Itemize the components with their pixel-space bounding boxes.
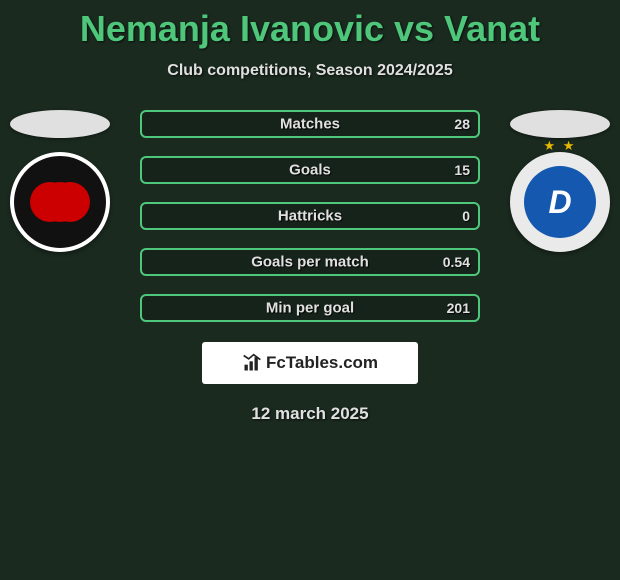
dynamo-stars-icon: ★ ★ xyxy=(510,138,610,154)
stat-value-right: 15 xyxy=(454,162,470,178)
stat-value-right: 0 xyxy=(462,208,470,224)
stat-label: Min per goal xyxy=(266,300,354,317)
stat-value-right: 0.54 xyxy=(443,254,470,270)
stat-value-right: 28 xyxy=(454,116,470,132)
branding-text: FcTables.com xyxy=(266,353,378,373)
report-date: 12 march 2025 xyxy=(0,404,620,424)
zorya-luhansk-badge xyxy=(10,152,110,252)
stat-label: Goals per match xyxy=(251,254,369,271)
stat-label: Matches xyxy=(280,116,340,133)
comparison-area: ★ ★ D Matches 28 Goals 15 Hattricks 0 Go… xyxy=(0,110,620,424)
stat-value-right: 201 xyxy=(447,300,470,316)
dynamo-d-icon: D xyxy=(524,166,596,238)
stat-label: Goals xyxy=(289,162,331,179)
stat-row-goals: Goals 15 xyxy=(140,156,480,184)
bar-chart-icon xyxy=(242,353,262,373)
player-left-slot xyxy=(10,110,110,252)
page-subtitle: Club competitions, Season 2024/2025 xyxy=(0,62,620,80)
stat-label: Hattricks xyxy=(278,208,342,225)
player-left-photo-placeholder xyxy=(10,110,110,138)
dynamo-kyiv-badge: ★ ★ D xyxy=(510,152,610,252)
stat-row-matches: Matches 28 xyxy=(140,110,480,138)
branding-badge: FcTables.com xyxy=(202,342,418,384)
player-right-photo-placeholder xyxy=(510,110,610,138)
page-title: Nemanja Ivanovic vs Vanat xyxy=(0,0,620,50)
stat-row-min-per-goal: Min per goal 201 xyxy=(140,294,480,322)
stat-row-hattricks: Hattricks 0 xyxy=(140,202,480,230)
stat-row-goals-per-match: Goals per match 0.54 xyxy=(140,248,480,276)
player-right-slot: ★ ★ D xyxy=(510,110,610,252)
